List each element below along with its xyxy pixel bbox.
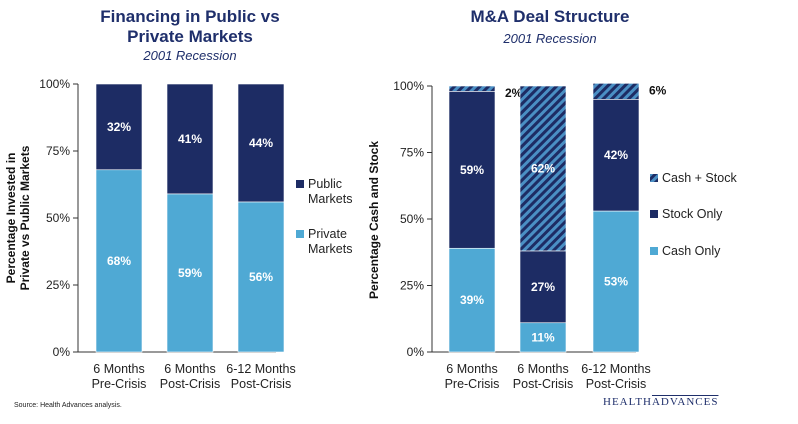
chart-1-x-tick-label: 6 Months — [93, 362, 144, 376]
chart-2-data-label: 59% — [460, 163, 484, 177]
chart-1-data-label: 41% — [178, 132, 202, 146]
chart-1-legend-label: Private — [308, 227, 347, 241]
chart-1-bar-private-markets — [237, 201, 285, 353]
chart-1-title-line: Financing in Public vs — [100, 7, 279, 26]
chart-1-legend-label: Public — [308, 177, 342, 191]
chart-2-legend-label: Cash + Stock — [662, 171, 737, 185]
chart-2-y-tick-label: 75% — [400, 146, 424, 160]
chart-2-legend-label: Cash Only — [662, 244, 721, 258]
chart-2-bar-cash-stock — [519, 85, 567, 252]
chart-2-x-tick-label: 6-12 Months — [581, 362, 650, 376]
chart-1-data-label: 44% — [249, 136, 273, 150]
chart-2-legend-swatch — [650, 210, 658, 218]
chart-2-data-label: 6% — [649, 83, 667, 97]
chart-1-y-tick-label: 25% — [46, 278, 70, 292]
source-note: Source: Health Advances analysis. — [14, 402, 122, 409]
chart-2-y-tick-label: 25% — [400, 279, 424, 293]
chart-1-data-label: 56% — [249, 270, 273, 284]
chart-1-bar-public-markets — [95, 83, 143, 171]
chart-1-x-tick-label: Pre-Crisis — [92, 377, 147, 391]
chart-1-legend-label: Markets — [308, 192, 352, 206]
chart-1-bar-private-markets — [166, 193, 214, 353]
chart-2-data-label: 2% — [505, 86, 523, 100]
chart-2-bar-cash-stock — [448, 85, 496, 92]
chart-2-bar-cash-only — [592, 210, 640, 353]
chart-2-subtitle: 2001 Recession — [502, 31, 596, 46]
chart-2-x-tick-label: Pre-Crisis — [445, 377, 500, 391]
chart-2-x-tick-label: 6 Months — [517, 362, 568, 376]
chart-1-data-label: 32% — [107, 120, 131, 134]
chart-2-x-tick-label: Post-Crisis — [586, 377, 646, 391]
chart-1-data-label: 59% — [178, 266, 202, 280]
logo-text-right: ADVANCES — [651, 396, 719, 408]
chart-2-data-label: 42% — [604, 148, 628, 162]
chart-1-legend-swatch — [296, 230, 304, 238]
chart-1-x-tick-label: 6-12 Months — [226, 362, 295, 376]
chart-1-subtitle: 2001 Recession — [142, 48, 236, 63]
chart-1-legend-swatch — [296, 180, 304, 188]
chart-2-legend-swatch — [650, 247, 658, 255]
chart-1-title-line: Private Markets — [127, 27, 253, 46]
chart-1-y-tick-label: 100% — [39, 77, 70, 91]
chart-1-y-tick-label: 50% — [46, 211, 70, 225]
chart-1-data-label: 68% — [107, 254, 131, 268]
chart-1-y-axis-label: Percentage Invested in — [4, 153, 18, 284]
chart-2-bar-stock-only — [448, 91, 496, 249]
chart-1-y-axis-label: Private vs Public Markets — [18, 145, 32, 290]
health-advances-logo: HEALTHADVANCES — [603, 396, 718, 408]
chart-2-y-tick-label: 50% — [400, 212, 424, 226]
chart-2-y-tick-label: 0% — [407, 345, 425, 359]
chart-1-x-tick-label: Post-Crisis — [231, 377, 291, 391]
chart-2-data-label: 39% — [460, 293, 484, 307]
chart-1-bar-private-markets — [95, 169, 143, 353]
chart-1-bar-public-markets — [237, 83, 285, 203]
chart-2-bar-cash-only — [519, 322, 567, 353]
chart-2-y-axis-label: Percentage Cash and Stock — [367, 141, 381, 299]
chart-1-legend-label: Markets — [308, 242, 352, 256]
chart-2-bar-cash-only — [448, 247, 496, 353]
chart-2-bar-cash-stock — [592, 83, 640, 100]
chart-2-data-label: 62% — [531, 161, 555, 175]
chart-2-data-label: 27% — [531, 280, 555, 294]
chart-1-x-tick-label: 6 Months — [164, 362, 215, 376]
chart-2-x-tick-label: 6 Months — [446, 362, 497, 376]
chart-2-legend-swatch — [650, 174, 658, 182]
chart-2-data-label: 53% — [604, 275, 628, 289]
chart-2-x-tick-label: Post-Crisis — [513, 377, 573, 391]
logo-text-left: HEALTH — [603, 396, 652, 408]
chart-1-bar-public-markets — [166, 83, 214, 195]
chart-2-data-label: 11% — [531, 330, 555, 344]
chart-2-title-line: M&A Deal Structure — [470, 7, 629, 26]
chart-1-x-tick-label: Post-Crisis — [160, 377, 220, 391]
chart-2-y-tick-label: 100% — [393, 79, 424, 93]
chart-1-y-tick-label: 75% — [46, 144, 70, 158]
chart-1-y-tick-label: 0% — [53, 345, 71, 359]
chart-2-bar-stock-only — [592, 99, 640, 212]
chart-2-bar-stock-only — [519, 250, 567, 324]
chart-2-legend-label: Stock Only — [662, 207, 723, 221]
